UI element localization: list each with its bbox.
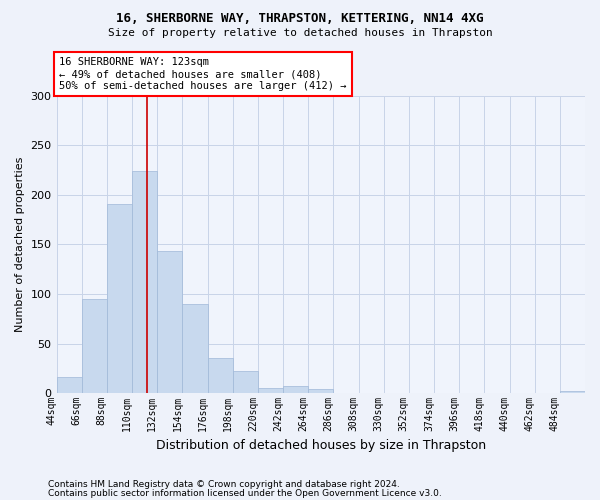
- Bar: [157, 252, 182, 393]
- Bar: [82, 299, 107, 393]
- Bar: [283, 386, 308, 393]
- Text: 16 SHERBORNE WAY: 123sqm
← 49% of detached houses are smaller (408)
50% of semi-: 16 SHERBORNE WAY: 123sqm ← 49% of detach…: [59, 58, 346, 90]
- Bar: [560, 391, 585, 393]
- Bar: [208, 358, 233, 393]
- Text: Contains public sector information licensed under the Open Government Licence v3: Contains public sector information licen…: [48, 489, 442, 498]
- Bar: [132, 171, 157, 393]
- Y-axis label: Number of detached properties: Number of detached properties: [15, 156, 25, 332]
- Bar: [56, 378, 82, 393]
- Bar: [233, 372, 258, 393]
- Bar: [107, 204, 132, 393]
- Text: Contains HM Land Registry data © Crown copyright and database right 2024.: Contains HM Land Registry data © Crown c…: [48, 480, 400, 489]
- X-axis label: Distribution of detached houses by size in Thrapston: Distribution of detached houses by size …: [156, 440, 486, 452]
- Bar: [258, 388, 283, 393]
- Bar: [182, 304, 208, 393]
- Bar: [308, 389, 334, 393]
- Text: 16, SHERBORNE WAY, THRAPSTON, KETTERING, NN14 4XG: 16, SHERBORNE WAY, THRAPSTON, KETTERING,…: [116, 12, 484, 26]
- Text: Size of property relative to detached houses in Thrapston: Size of property relative to detached ho…: [107, 28, 493, 38]
